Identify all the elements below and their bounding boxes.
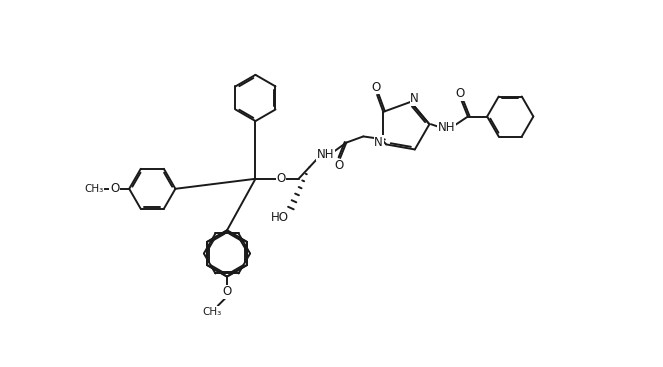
Text: NH: NH (317, 148, 334, 161)
Text: NH: NH (438, 121, 455, 134)
Text: O: O (110, 182, 119, 195)
Text: O: O (334, 159, 343, 172)
Text: N: N (375, 136, 383, 149)
Text: O: O (222, 286, 231, 298)
Text: O: O (455, 87, 465, 100)
Text: O: O (371, 81, 380, 94)
Text: CH₃: CH₃ (84, 184, 103, 194)
Text: CH₃: CH₃ (202, 307, 221, 317)
Text: HO: HO (271, 211, 289, 224)
Text: O: O (276, 172, 286, 185)
Text: N: N (410, 92, 419, 105)
